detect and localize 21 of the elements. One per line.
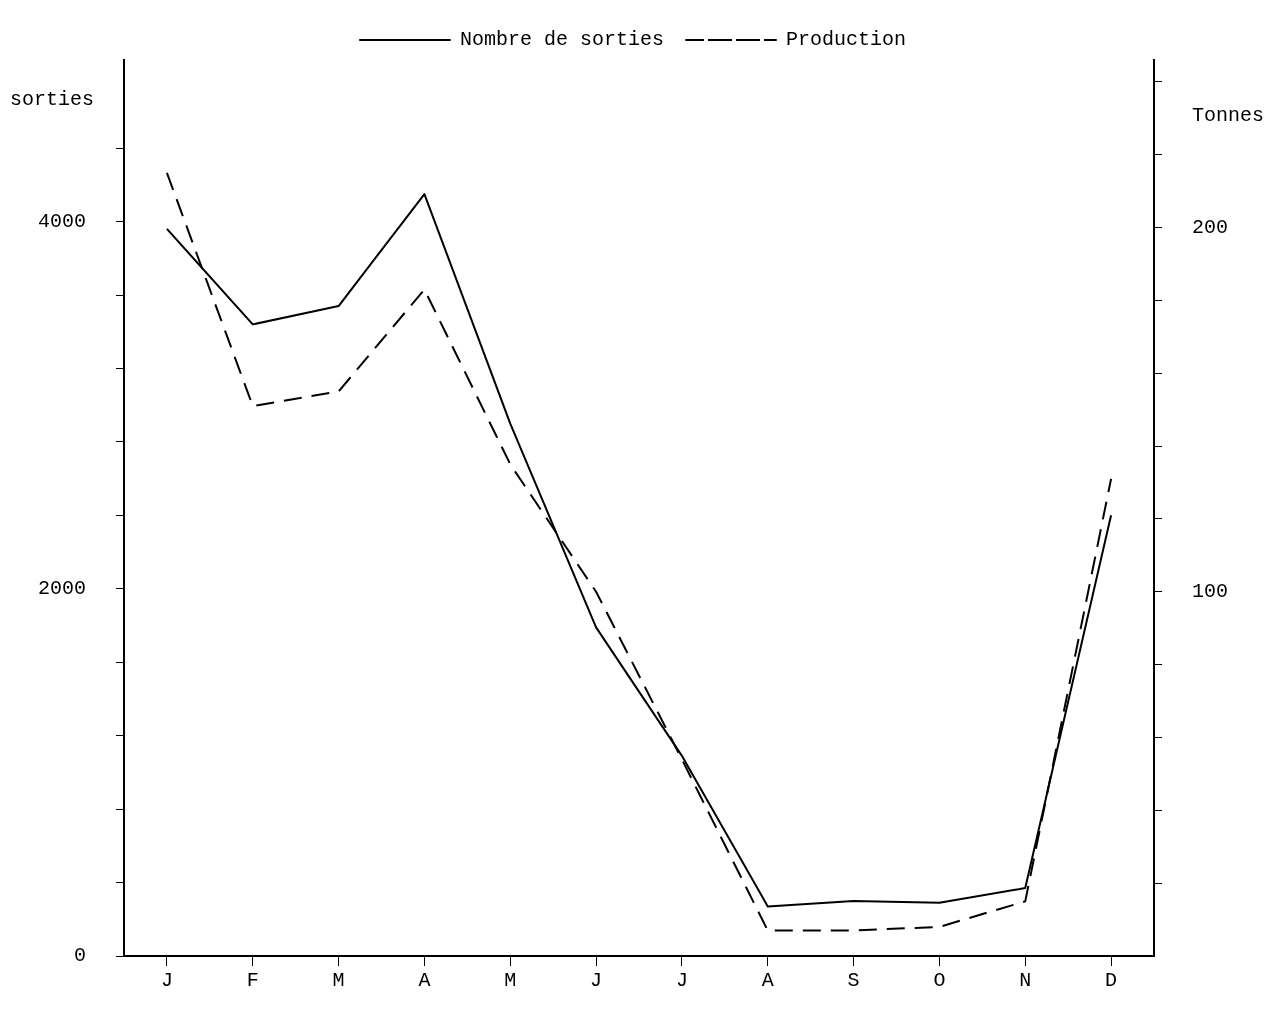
legend-label: Production	[786, 28, 907, 52]
x-tick-label: M	[332, 969, 345, 993]
x-tick-label: O	[933, 969, 946, 993]
x-tick-label: M	[504, 969, 517, 993]
y-tick-label: 4000	[37, 209, 87, 233]
y2-tick-label: 200	[1191, 215, 1229, 239]
x-tick-label: A	[761, 969, 774, 993]
x-tick-label: A	[418, 969, 431, 993]
x-tick-label: S	[847, 969, 860, 993]
x-tick-label: N	[1019, 969, 1032, 993]
x-tick-label: J	[590, 969, 603, 993]
y-axis-title: sorties	[10, 88, 95, 112]
y-tick-label: 0	[73, 944, 87, 968]
y-tick-label: 2000	[37, 577, 87, 601]
x-tick-label: D	[1105, 969, 1118, 993]
x-tick-label: J	[675, 969, 688, 993]
x-tick-label: F	[246, 969, 259, 993]
legend-label: Nombre de sorties	[459, 28, 665, 52]
x-tick-label: J	[160, 969, 173, 993]
y2-tick-label: 100	[1191, 580, 1229, 604]
y2-axis-title: Tonnes	[1191, 104, 1264, 128]
